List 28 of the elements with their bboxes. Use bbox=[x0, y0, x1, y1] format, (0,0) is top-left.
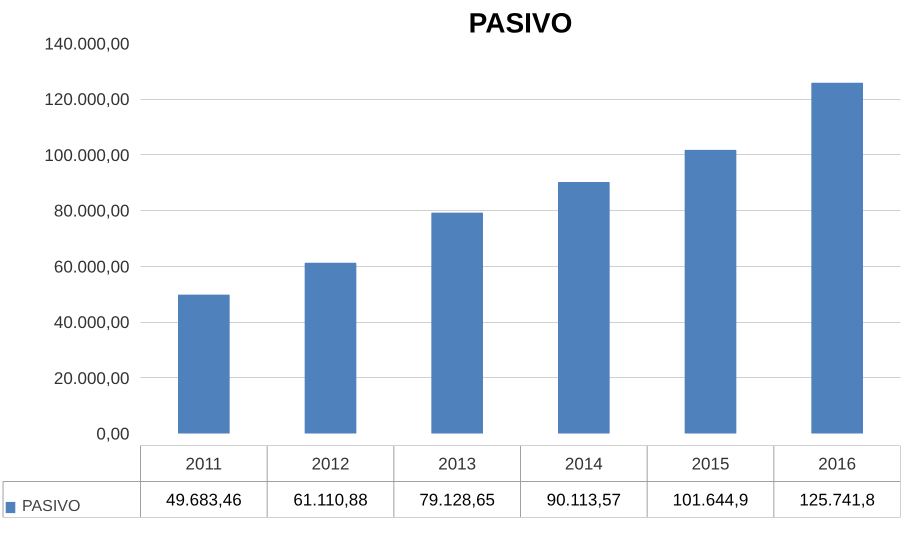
bar bbox=[178, 294, 230, 434]
bar bbox=[684, 150, 736, 434]
y-tick-label: 60.000,00 bbox=[54, 257, 130, 276]
data-label: 125.741,8 bbox=[799, 490, 875, 510]
y-tick-label: 120.000,00 bbox=[44, 90, 130, 110]
y-tick-label: 100.000,00 bbox=[44, 146, 130, 165]
bar bbox=[304, 262, 356, 434]
data-label: 49.683,46 bbox=[166, 490, 242, 510]
x-tick-label: 2012 bbox=[312, 454, 350, 474]
bar bbox=[431, 212, 483, 434]
bar bbox=[811, 82, 863, 434]
x-tick-label: 2014 bbox=[564, 454, 603, 474]
y-tick-label: 140.000,00 bbox=[44, 34, 130, 54]
y-tick-label: 20.000,00 bbox=[54, 368, 130, 388]
y-tick-label: 40.000,00 bbox=[54, 313, 130, 332]
x-tick-label: 2015 bbox=[692, 454, 730, 474]
data-label: 79.128,65 bbox=[419, 490, 495, 510]
data-label: 90.113,57 bbox=[546, 490, 622, 510]
legend-label: PASIVO bbox=[22, 498, 80, 516]
x-tick-label: 2016 bbox=[818, 454, 856, 474]
x-tick-label: 2013 bbox=[438, 454, 476, 474]
data-label: 101.644,9 bbox=[672, 490, 748, 510]
y-tick-label: 80.000,00 bbox=[54, 202, 130, 221]
x-tick-label: 2011 bbox=[186, 454, 222, 474]
data-label: 61.110,88 bbox=[293, 490, 368, 510]
chart-title: PASIVO bbox=[468, 8, 572, 38]
y-tick-label: 0,00 bbox=[96, 424, 130, 444]
bar bbox=[558, 182, 610, 434]
